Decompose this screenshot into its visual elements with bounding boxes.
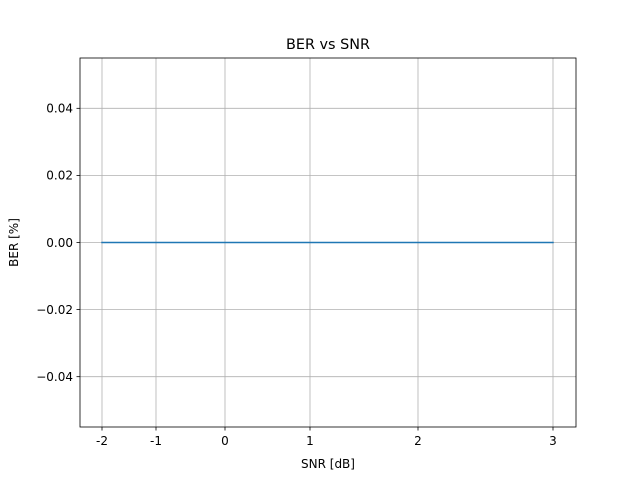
tick-labels: -2 -1 0 1 2 3 −0.04 −0.02 0.00 0.02 0.04 (36, 102, 557, 448)
y-tick-label: 0.00 (46, 236, 73, 250)
x-tick-label: -2 (96, 434, 108, 448)
x-tick-label: 1 (306, 434, 314, 448)
x-axis-label: SNR [dB] (301, 457, 355, 471)
y-tick-label: −0.04 (36, 370, 73, 384)
chart-title: BER vs SNR (286, 37, 370, 53)
x-tick-label: 0 (221, 434, 229, 448)
y-tick-label: 0.04 (46, 102, 73, 116)
y-tick-label: 0.02 (46, 169, 73, 183)
x-tick-label: 3 (549, 434, 557, 448)
x-tick-label: -1 (150, 434, 162, 448)
y-axis-label: BER [%] (7, 218, 21, 267)
y-tick-label: −0.02 (36, 303, 73, 317)
x-tick-label: 2 (414, 434, 422, 448)
tick-marks (76, 107, 554, 431)
